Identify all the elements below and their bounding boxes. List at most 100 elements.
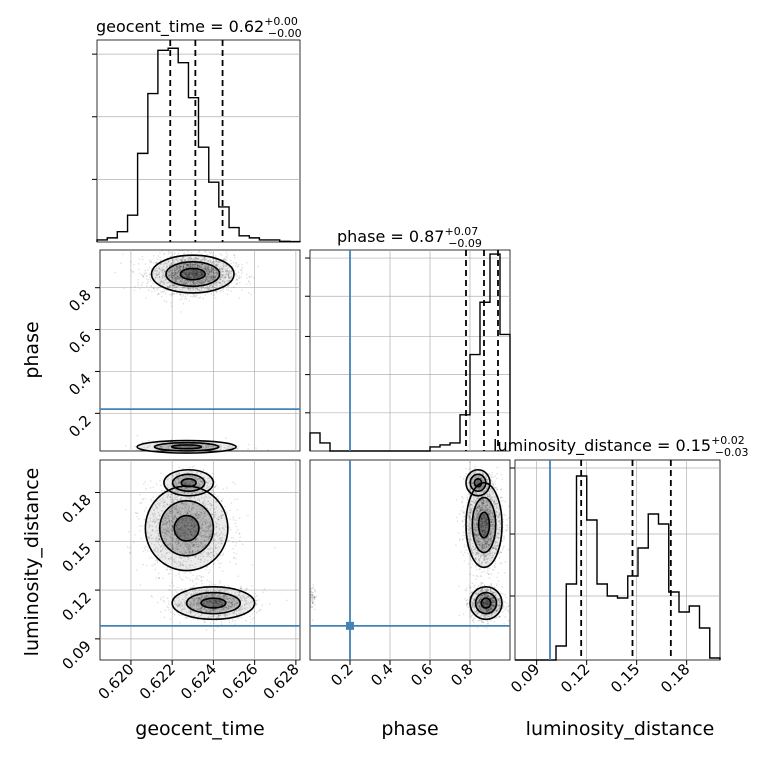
sample-point: [233, 262, 235, 264]
sample-point: [241, 587, 243, 589]
sample-point: [184, 298, 186, 300]
sample-point: [232, 541, 234, 543]
sample-point: [196, 575, 198, 577]
sample-point: [221, 624, 223, 626]
sample-point: [192, 296, 194, 298]
sample-point: [133, 542, 135, 544]
sample-point: [233, 519, 235, 521]
sample-point: [153, 255, 155, 257]
sample-point: [162, 291, 164, 293]
sample-point: [138, 263, 140, 265]
sample-point: [226, 254, 228, 256]
sample-point: [141, 502, 143, 504]
sample-point: [235, 526, 237, 528]
sample-point: [114, 272, 116, 274]
sample-point: [224, 585, 226, 587]
sample-point: [181, 298, 183, 300]
sample-point: [130, 270, 132, 272]
sample-point: [150, 500, 152, 502]
sample-point: [224, 259, 226, 261]
sample-point: [170, 611, 172, 613]
sample-point: [256, 595, 258, 597]
sample-point: [215, 297, 217, 299]
sample-point: [142, 564, 144, 566]
sample-point: [220, 562, 222, 564]
sample-point: [256, 612, 258, 614]
sample-point: [234, 483, 236, 485]
sample-point: [208, 572, 210, 574]
panel-phase-hist: [310, 250, 510, 451]
sample-point: [182, 250, 184, 252]
sample-point: [233, 552, 235, 554]
sample-point: [247, 515, 249, 517]
sample-point: [144, 519, 146, 521]
sample-point: [155, 262, 157, 264]
sample-point: [241, 289, 243, 291]
sample-point: [211, 293, 213, 295]
sample-point: [174, 253, 176, 255]
sample-point: [169, 569, 171, 571]
sample-point: [137, 435, 139, 437]
sample-point: [181, 588, 183, 590]
sample-point: [183, 303, 185, 305]
sample-point: [160, 485, 162, 487]
sample-point: [137, 284, 139, 286]
sample-point: [178, 253, 180, 255]
sample-point: [198, 297, 200, 299]
sample-point: [251, 585, 253, 587]
sample-point: [145, 546, 147, 548]
sample-point: [231, 290, 233, 292]
sample-point: [219, 582, 221, 584]
sample-point: [255, 447, 257, 449]
sample-point: [219, 567, 221, 569]
sample-point: [235, 283, 237, 285]
sample-point: [201, 580, 203, 582]
sample-point: [147, 550, 149, 552]
sample-point: [170, 302, 172, 304]
sample-point: [203, 469, 205, 471]
sample-point: [241, 264, 243, 266]
sample-point: [204, 621, 206, 623]
sample-point: [235, 531, 237, 533]
sample-point: [152, 496, 154, 498]
sample-point: [239, 282, 241, 284]
sample-point: [239, 533, 241, 535]
sample-point: [147, 547, 149, 549]
sample-point: [139, 258, 141, 260]
sample-point: [149, 273, 151, 275]
sample-point: [251, 613, 253, 615]
sample-point: [242, 543, 244, 545]
panel-geocent-time-hist: [97, 40, 300, 242]
sample-point: [152, 486, 154, 488]
sample-point: [170, 590, 172, 592]
sample-point: [246, 277, 248, 279]
sample-point: [184, 588, 186, 590]
sample-point: [185, 296, 187, 298]
sample-point: [151, 291, 153, 293]
sample-point: [180, 311, 182, 313]
sample-point: [246, 588, 248, 590]
sample-point: [148, 290, 150, 292]
sample-point: [160, 611, 162, 613]
sample-point: [144, 270, 146, 272]
sample-point: [187, 578, 189, 580]
sample-point: [229, 519, 231, 521]
sample-point: [219, 253, 221, 255]
sample-point: [202, 298, 204, 300]
sample-point: [222, 554, 224, 556]
sample-point: [124, 287, 126, 289]
sample-point: [179, 571, 181, 573]
sample-point: [138, 518, 140, 520]
sample-point: [255, 593, 257, 595]
sample-point: [134, 534, 136, 536]
sample-point: [226, 252, 228, 254]
sample-point: [130, 261, 132, 263]
sample-point: [264, 588, 266, 590]
sample-point: [248, 281, 250, 283]
sample-point: [142, 498, 144, 500]
sample-point: [251, 619, 253, 621]
sample-point: [145, 507, 147, 509]
sample-point: [217, 487, 219, 489]
sample-point: [181, 296, 183, 298]
sample-point: [239, 536, 241, 538]
